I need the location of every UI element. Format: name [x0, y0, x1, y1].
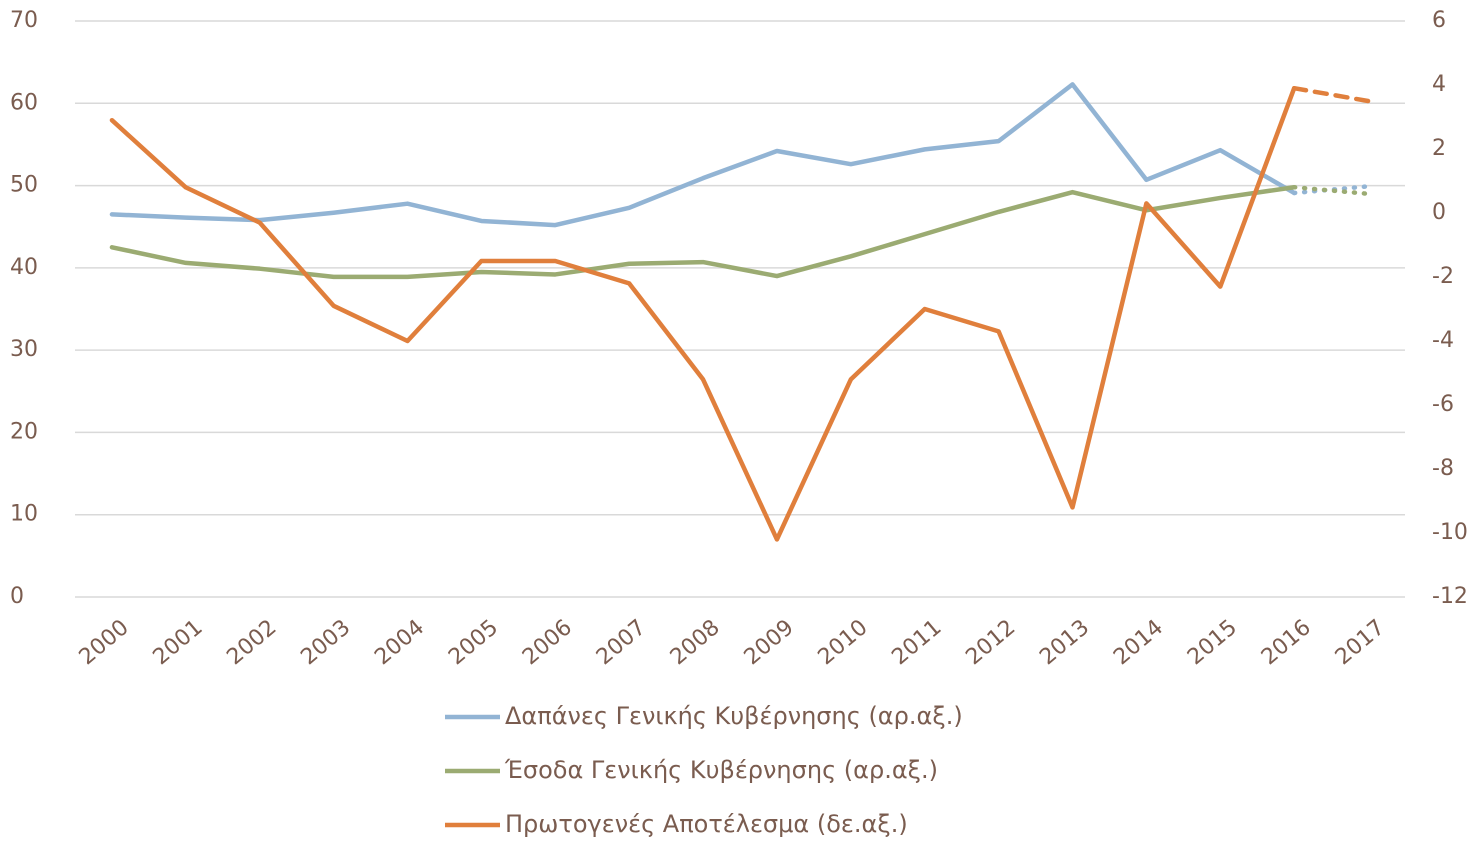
- x-tick-label: 2013: [1035, 615, 1094, 670]
- x-tick-label: 2006: [518, 615, 577, 670]
- series-line-projection: [1291, 184, 1371, 196]
- series-line: [109, 184, 1297, 280]
- x-tick-label: 2004: [370, 615, 429, 670]
- y-tick-label: 0: [10, 584, 24, 609]
- x-tick-label: 2002: [222, 615, 281, 670]
- series-line-projection: [1291, 85, 1371, 104]
- y-tick-label: 30: [10, 337, 38, 362]
- x-tick-label: 2005: [444, 615, 503, 670]
- legend-label: Δαπάνες Γενικής Κυβέρνησης (αρ.αξ.): [505, 702, 963, 730]
- y2-tick-label: -10: [1432, 520, 1468, 545]
- series-line: [109, 85, 1297, 542]
- x-tick-label: 2017: [1331, 615, 1390, 670]
- legend-label: Πρωτογενές Αποτέλεσμα (δε.αξ.): [505, 810, 908, 838]
- x-tick-label: 2015: [1183, 615, 1242, 670]
- y-tick-label: 50: [10, 173, 38, 198]
- y2-tick-label: 4: [1432, 72, 1446, 97]
- y2-tick-label: -8: [1432, 456, 1454, 481]
- x-tick-label: 2007: [592, 615, 651, 670]
- x-tick-label: 2016: [1257, 615, 1316, 670]
- x-tick-label: 2008: [666, 615, 725, 670]
- y-tick-label: 70: [10, 8, 38, 33]
- y-tick-label: 20: [10, 419, 38, 444]
- x-tick-label: 2014: [1109, 615, 1168, 670]
- y2-tick-label: 2: [1432, 136, 1446, 161]
- x-tick-label: 2010: [814, 615, 873, 670]
- y-tick-label: 10: [10, 502, 38, 527]
- x-tick-label: 2001: [149, 615, 208, 670]
- y-tick-label: 60: [10, 90, 38, 115]
- y2-tick-label: -6: [1432, 392, 1454, 417]
- y2-tick-label: 0: [1432, 200, 1446, 225]
- y-tick-label: 40: [10, 255, 38, 280]
- x-tick-label: 2009: [740, 615, 799, 670]
- x-tick-label: 2003: [296, 615, 355, 670]
- x-tick-label: 2011: [887, 615, 946, 670]
- y2-tick-label: -12: [1432, 584, 1468, 609]
- series-line: [109, 82, 1297, 228]
- y2-tick-label: -4: [1432, 328, 1454, 353]
- y2-tick-label: -2: [1432, 264, 1454, 289]
- legend-label: Έσοδα Γενικής Κυβέρνησης (αρ.αξ.): [504, 756, 938, 784]
- x-tick-label: 2000: [75, 615, 134, 670]
- series-line-projection: [1291, 184, 1371, 197]
- x-tick-label: 2012: [961, 615, 1020, 670]
- y2-tick-label: 6: [1432, 8, 1446, 33]
